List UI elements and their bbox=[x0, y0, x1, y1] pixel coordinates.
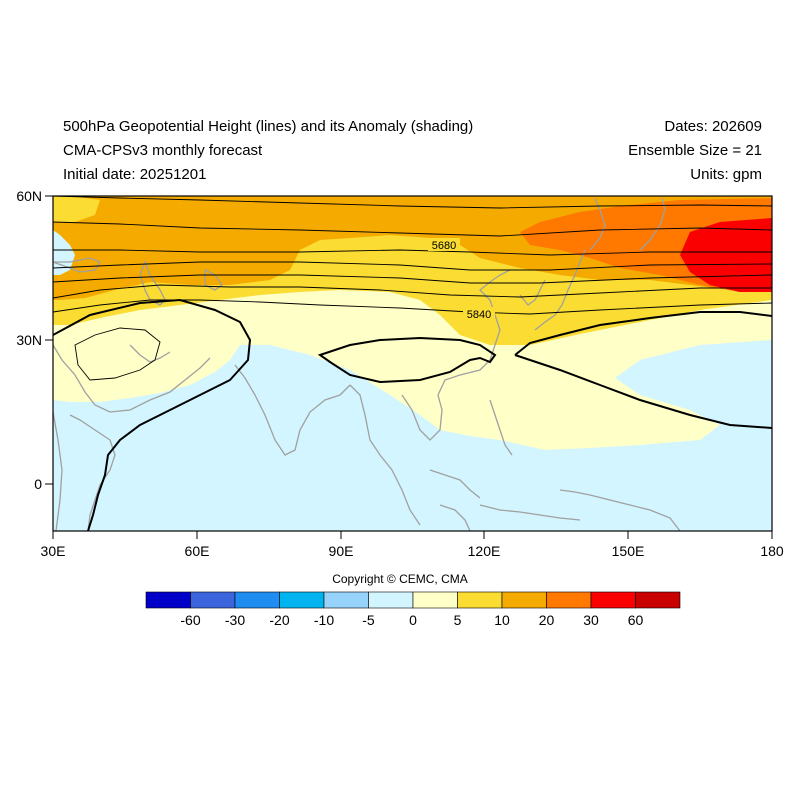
colorbar-label: 10 bbox=[494, 612, 510, 628]
colorbar-label: -20 bbox=[269, 612, 289, 628]
lon-label-120e: 120E bbox=[468, 543, 501, 559]
colorbar-swatch bbox=[635, 591, 681, 609]
copyright-text: Copyright © CEMC, CMA bbox=[332, 572, 468, 586]
contour-label-5680: 5680 bbox=[432, 240, 456, 252]
colorbar-swatch bbox=[323, 591, 369, 609]
lat-label-eq: 0 bbox=[34, 476, 42, 492]
colorbar: -60 -30 -20 -10 -5 0 5 10 20 30 60 bbox=[145, 591, 681, 628]
colorbar-label: 60 bbox=[628, 612, 644, 628]
colorbar-swatch bbox=[501, 591, 547, 609]
colorbar-label: 0 bbox=[409, 612, 417, 628]
colorbar-swatch bbox=[412, 591, 458, 609]
colorbar-label: -30 bbox=[225, 612, 245, 628]
colorbar-swatch bbox=[190, 591, 236, 609]
lon-label-150e: 150E bbox=[612, 543, 645, 559]
initial-date: Initial date: 20251201 bbox=[63, 166, 207, 183]
lat-label-60n: 60N bbox=[16, 188, 42, 204]
colorbar-swatch bbox=[368, 591, 414, 609]
colorbar-label: -10 bbox=[314, 612, 334, 628]
colorbar-swatch bbox=[457, 591, 503, 609]
axis-ticks bbox=[45, 195, 773, 539]
colorbar-swatch bbox=[590, 591, 636, 609]
lat-label-30n: 30N bbox=[16, 332, 42, 348]
lon-label-30e: 30E bbox=[41, 543, 66, 559]
colorbar-swatch bbox=[279, 591, 325, 609]
contour-label-5840: 5840 bbox=[467, 309, 491, 321]
forecast-dates: Dates: 202609 bbox=[664, 118, 762, 135]
colorbar-swatch bbox=[234, 591, 280, 609]
lon-label-90e: 90E bbox=[329, 543, 354, 559]
coastlines bbox=[53, 197, 681, 531]
colorbar-label: 20 bbox=[539, 612, 555, 628]
anomaly-shading bbox=[53, 196, 772, 531]
subtropical-high-contour bbox=[53, 298, 772, 531]
contour-labels: 5680 5840 bbox=[428, 238, 495, 321]
map-frame bbox=[52, 195, 773, 532]
lon-label-60e: 60E bbox=[185, 543, 210, 559]
units-label: Units: gpm bbox=[690, 166, 762, 183]
shade-5-10-north bbox=[53, 196, 100, 222]
shade-60-plus bbox=[680, 218, 772, 292]
colorbar-label: 30 bbox=[583, 612, 599, 628]
colorbar-label: 5 bbox=[454, 612, 462, 628]
ensemble-size: Ensemble Size = 21 bbox=[628, 142, 762, 159]
colorbar-label: -5 bbox=[362, 612, 375, 628]
colorbar-swatch bbox=[145, 591, 191, 609]
model-name: CMA-CPSv3 monthly forecast bbox=[63, 142, 263, 159]
height-contours bbox=[53, 196, 772, 381]
lon-label-180: 180 bbox=[760, 543, 784, 559]
colorbar-swatch bbox=[546, 591, 592, 609]
map-title: 500hPa Geopotential Height (lines) and i… bbox=[63, 118, 474, 135]
colorbar-label: -60 bbox=[180, 612, 200, 628]
